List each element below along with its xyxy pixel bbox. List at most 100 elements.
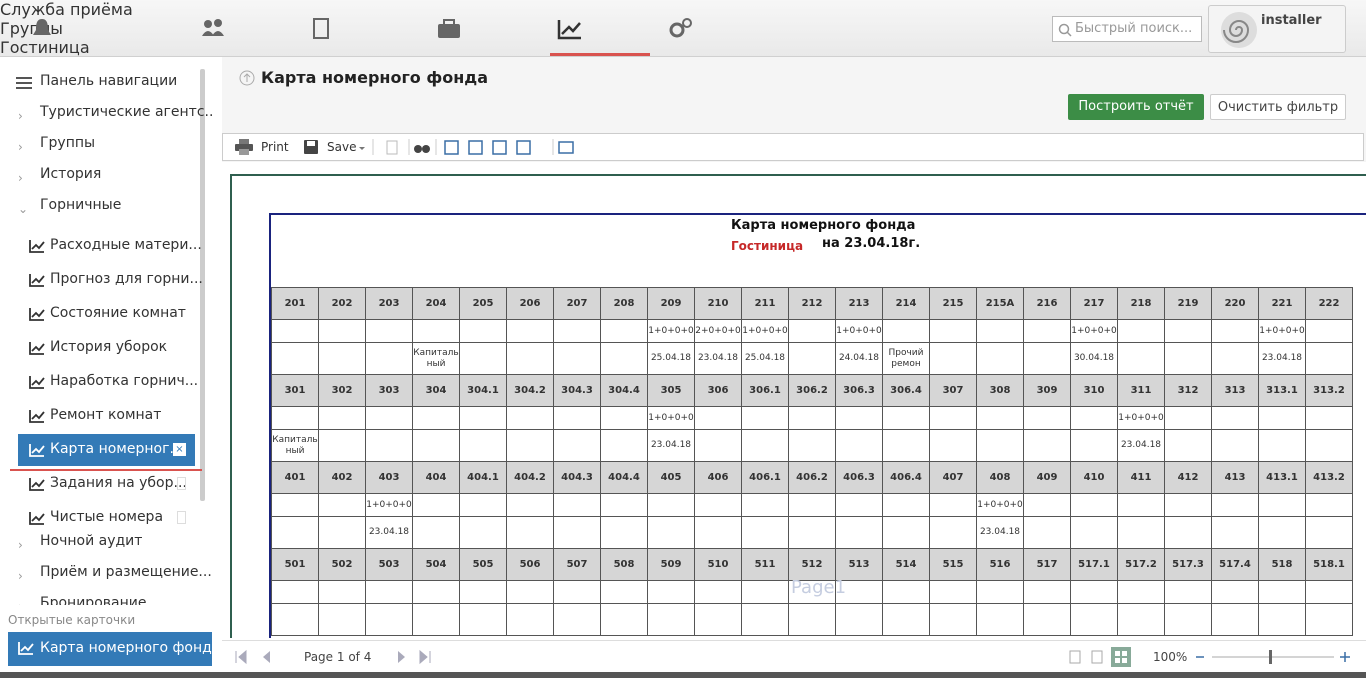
nav-item[interactable]: Наработка горнич... bbox=[18, 366, 198, 398]
nav-group[interactable]: Группы bbox=[40, 135, 96, 151]
sidebar: Панель навигации › Туристические агентс..… bbox=[0, 57, 213, 605]
open-cards-title: Открытые карточки bbox=[8, 613, 136, 627]
table-cell bbox=[506, 342, 554, 375]
table-cell: 212 bbox=[788, 287, 836, 320]
table-cell bbox=[694, 406, 742, 430]
table-cell bbox=[1305, 603, 1353, 636]
view-mode-icons[interactable] bbox=[1067, 647, 1137, 667]
table-cell bbox=[1070, 580, 1118, 604]
room-number: 517.4 bbox=[1219, 559, 1251, 570]
nav-item[interactable]: Задания на убор... bbox=[18, 468, 195, 500]
nav-item[interactable]: Гостиница bbox=[0, 38, 90, 57]
user-name: installer bbox=[1261, 13, 1322, 28]
active-tab-underline bbox=[550, 53, 650, 56]
room-number: 512 bbox=[801, 559, 823, 570]
scrollbar bbox=[200, 69, 205, 501]
nav-item[interactable]: Расходные матери... bbox=[18, 230, 202, 262]
nav-item[interactable]: Прогноз для горни... bbox=[18, 264, 203, 296]
table-cell bbox=[506, 429, 554, 462]
pin-icon[interactable] bbox=[177, 477, 186, 490]
table-cell bbox=[1117, 603, 1165, 636]
quick-search[interactable]: Быстрый поиск... bbox=[1052, 16, 1202, 42]
table-cell: 304 bbox=[412, 374, 460, 407]
open-card[interactable]: Карта номерного фонда bbox=[8, 632, 220, 666]
guest-count: 1+0+0+0 bbox=[742, 325, 788, 336]
active-underline bbox=[10, 469, 202, 471]
nav-item[interactable]: Чистые номера bbox=[18, 502, 195, 534]
nav-group[interactable]: Приём и размещение... bbox=[40, 564, 212, 580]
room-number: 504 bbox=[425, 559, 447, 570]
table-cell: 1+0+0+0 bbox=[1117, 406, 1165, 430]
report-hotel: Гостиница bbox=[731, 239, 804, 253]
table-cell bbox=[1070, 429, 1118, 462]
print-icon[interactable] bbox=[235, 139, 253, 155]
room-note: 23.04.18 bbox=[1261, 353, 1303, 363]
table-cell: 213 bbox=[835, 287, 883, 320]
room-note: Прочий ремон bbox=[888, 347, 924, 369]
table-cell: Прочий ремон bbox=[882, 342, 930, 375]
zoom-slider[interactable] bbox=[1194, 647, 1354, 667]
table-cell bbox=[694, 493, 742, 517]
pager-prev-icons[interactable] bbox=[234, 649, 274, 665]
nav-group[interactable]: Бронирование bbox=[40, 595, 147, 605]
table-cell bbox=[1023, 342, 1071, 375]
room-note: 25.04.18 bbox=[744, 353, 786, 363]
table-cell bbox=[1023, 319, 1071, 343]
table-cell bbox=[318, 342, 366, 375]
table-cell: 206 bbox=[506, 287, 554, 320]
table-cell bbox=[318, 429, 366, 462]
guest-count: 1+0+0+0 bbox=[1259, 325, 1305, 336]
table-cell: 513 bbox=[835, 548, 883, 581]
table-cell: 508 bbox=[600, 548, 648, 581]
nav-group[interactable]: Ночной аудит bbox=[40, 533, 143, 549]
guest-count: 1+0+0+0 bbox=[977, 499, 1023, 510]
nav-group[interactable]: История bbox=[40, 166, 102, 182]
room-number: 411 bbox=[1130, 472, 1152, 483]
table-cell: 221 bbox=[1258, 287, 1306, 320]
nav-item[interactable]: Карта номерног... × bbox=[18, 434, 195, 466]
nav-group[interactable]: Туристические агентс... bbox=[40, 104, 213, 120]
guest-count: 2+0+0+0 bbox=[695, 325, 741, 336]
table-cell bbox=[600, 493, 648, 517]
nav-item[interactable]: Состояние комнат bbox=[18, 298, 195, 330]
table-cell: 517.2 bbox=[1117, 548, 1165, 581]
build-report-button[interactable]: Построить отчёт bbox=[1068, 94, 1204, 120]
table-cell bbox=[976, 603, 1024, 636]
table-cell: 1+0+0+0 bbox=[647, 319, 695, 343]
nav-item[interactable]: Ремонт комнат bbox=[18, 400, 195, 432]
avatar bbox=[1221, 12, 1257, 48]
user-box[interactable]: installer bbox=[1208, 5, 1346, 53]
close-icon[interactable]: × bbox=[173, 443, 186, 456]
table-cell bbox=[600, 406, 648, 430]
nav-item[interactable]: История уборок bbox=[18, 332, 195, 364]
nav-item[interactable]: Служба приёма bbox=[0, 0, 133, 19]
table-cell: 215 bbox=[929, 287, 977, 320]
collapse-icon[interactable] bbox=[239, 70, 255, 86]
table-cell bbox=[741, 493, 789, 517]
save-button[interactable]: Save bbox=[327, 140, 357, 154]
table-cell bbox=[1117, 493, 1165, 517]
table-cell bbox=[412, 580, 460, 604]
save-icon[interactable] bbox=[303, 139, 319, 155]
clear-filter-button[interactable]: Очистить фильтр bbox=[1210, 94, 1346, 120]
table-cell: 514 bbox=[882, 548, 930, 581]
room-number: 204 bbox=[425, 298, 447, 309]
nav-group[interactable]: Горничные bbox=[40, 197, 122, 213]
print-button[interactable]: Print bbox=[261, 140, 289, 154]
room-number-row: 401 402 403 404 404.1 404.2 404.3 404.4 405 406 40… bbox=[271, 461, 1353, 494]
table-cell: 402 bbox=[318, 461, 366, 494]
table-cell bbox=[882, 493, 930, 517]
table-cell: 307 bbox=[929, 374, 977, 407]
pin-icon[interactable] bbox=[177, 511, 186, 524]
room-number: 310 bbox=[1083, 385, 1105, 396]
table-cell bbox=[271, 493, 319, 517]
table-cell bbox=[929, 319, 977, 343]
table-cell bbox=[647, 516, 695, 549]
table-cell: 24.04.18 bbox=[835, 342, 883, 375]
pager-next-icons[interactable] bbox=[394, 649, 434, 665]
table-cell bbox=[412, 516, 460, 549]
table-cell bbox=[506, 516, 554, 549]
nav-item-label: Ремонт комнат bbox=[50, 407, 162, 423]
